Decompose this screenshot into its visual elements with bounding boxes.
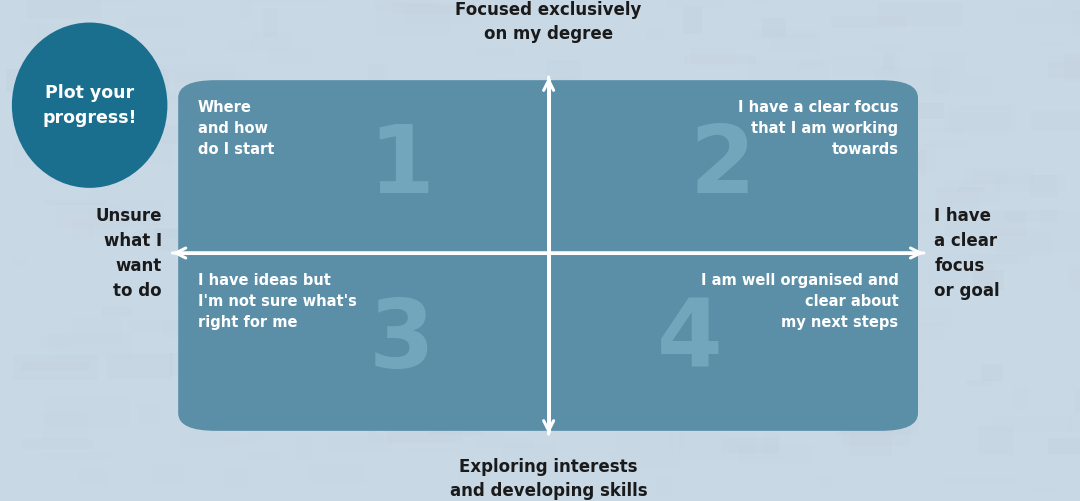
Text: Exploring interests
and developing skills: Exploring interests and developing skill… xyxy=(450,458,647,500)
Text: I have a clear focus
that I am working
towards: I have a clear focus that I am working t… xyxy=(738,100,899,157)
FancyBboxPatch shape xyxy=(251,32,291,50)
FancyBboxPatch shape xyxy=(638,288,653,301)
FancyBboxPatch shape xyxy=(973,270,1004,290)
Text: I have ideas but
I'm not sure what's
right for me: I have ideas but I'm not sure what's rig… xyxy=(198,273,356,330)
FancyBboxPatch shape xyxy=(98,53,130,62)
FancyBboxPatch shape xyxy=(740,394,819,419)
FancyBboxPatch shape xyxy=(546,168,558,195)
FancyBboxPatch shape xyxy=(842,296,858,326)
FancyBboxPatch shape xyxy=(419,160,464,179)
FancyBboxPatch shape xyxy=(555,88,596,108)
FancyBboxPatch shape xyxy=(945,211,1026,236)
FancyBboxPatch shape xyxy=(60,38,133,68)
FancyBboxPatch shape xyxy=(247,453,280,462)
FancyBboxPatch shape xyxy=(662,406,748,417)
Text: I am well organised and
clear about
my next steps: I am well organised and clear about my n… xyxy=(701,273,899,330)
FancyBboxPatch shape xyxy=(102,146,118,159)
FancyBboxPatch shape xyxy=(310,199,323,205)
FancyBboxPatch shape xyxy=(246,379,303,395)
FancyBboxPatch shape xyxy=(270,226,297,256)
FancyBboxPatch shape xyxy=(626,209,684,233)
FancyBboxPatch shape xyxy=(849,429,892,456)
FancyBboxPatch shape xyxy=(194,372,279,382)
FancyBboxPatch shape xyxy=(107,353,173,379)
FancyBboxPatch shape xyxy=(753,323,834,352)
FancyBboxPatch shape xyxy=(977,426,1013,455)
FancyBboxPatch shape xyxy=(454,169,495,181)
FancyBboxPatch shape xyxy=(125,65,165,92)
FancyBboxPatch shape xyxy=(825,414,901,431)
FancyBboxPatch shape xyxy=(1064,53,1080,81)
FancyBboxPatch shape xyxy=(933,255,1017,264)
FancyBboxPatch shape xyxy=(828,279,876,300)
FancyBboxPatch shape xyxy=(762,18,786,38)
FancyBboxPatch shape xyxy=(46,164,130,184)
FancyBboxPatch shape xyxy=(379,189,419,205)
FancyBboxPatch shape xyxy=(336,317,402,338)
Text: Unsure
what I
want
to do: Unsure what I want to do xyxy=(95,206,162,300)
FancyBboxPatch shape xyxy=(77,159,89,179)
FancyBboxPatch shape xyxy=(570,0,586,4)
FancyBboxPatch shape xyxy=(612,355,697,372)
FancyBboxPatch shape xyxy=(957,187,985,192)
Text: 2: 2 xyxy=(690,121,755,212)
Text: Plot your
progress!: Plot your progress! xyxy=(42,84,137,127)
FancyBboxPatch shape xyxy=(178,80,918,431)
FancyBboxPatch shape xyxy=(873,103,944,119)
FancyBboxPatch shape xyxy=(981,364,1002,381)
FancyBboxPatch shape xyxy=(591,384,675,408)
FancyBboxPatch shape xyxy=(13,355,97,380)
Text: Focused exclusively
on my degree: Focused exclusively on my degree xyxy=(456,1,642,43)
FancyBboxPatch shape xyxy=(919,323,943,342)
FancyBboxPatch shape xyxy=(381,370,451,382)
FancyBboxPatch shape xyxy=(802,274,839,288)
Text: 4: 4 xyxy=(658,296,723,388)
FancyBboxPatch shape xyxy=(697,399,760,414)
FancyBboxPatch shape xyxy=(525,360,557,372)
FancyBboxPatch shape xyxy=(862,150,926,175)
Text: 1: 1 xyxy=(368,121,434,212)
FancyBboxPatch shape xyxy=(102,306,132,317)
Ellipse shape xyxy=(12,23,167,188)
Text: I have
a clear
focus
or goal: I have a clear focus or goal xyxy=(934,206,1000,300)
FancyBboxPatch shape xyxy=(657,387,672,415)
FancyBboxPatch shape xyxy=(78,469,108,485)
FancyBboxPatch shape xyxy=(267,410,343,421)
FancyBboxPatch shape xyxy=(684,55,756,65)
FancyBboxPatch shape xyxy=(433,211,456,220)
FancyBboxPatch shape xyxy=(1048,438,1080,454)
Text: Where
and how
do I start: Where and how do I start xyxy=(198,100,274,157)
Text: 3: 3 xyxy=(368,296,434,388)
FancyBboxPatch shape xyxy=(842,429,910,447)
FancyBboxPatch shape xyxy=(429,412,483,434)
